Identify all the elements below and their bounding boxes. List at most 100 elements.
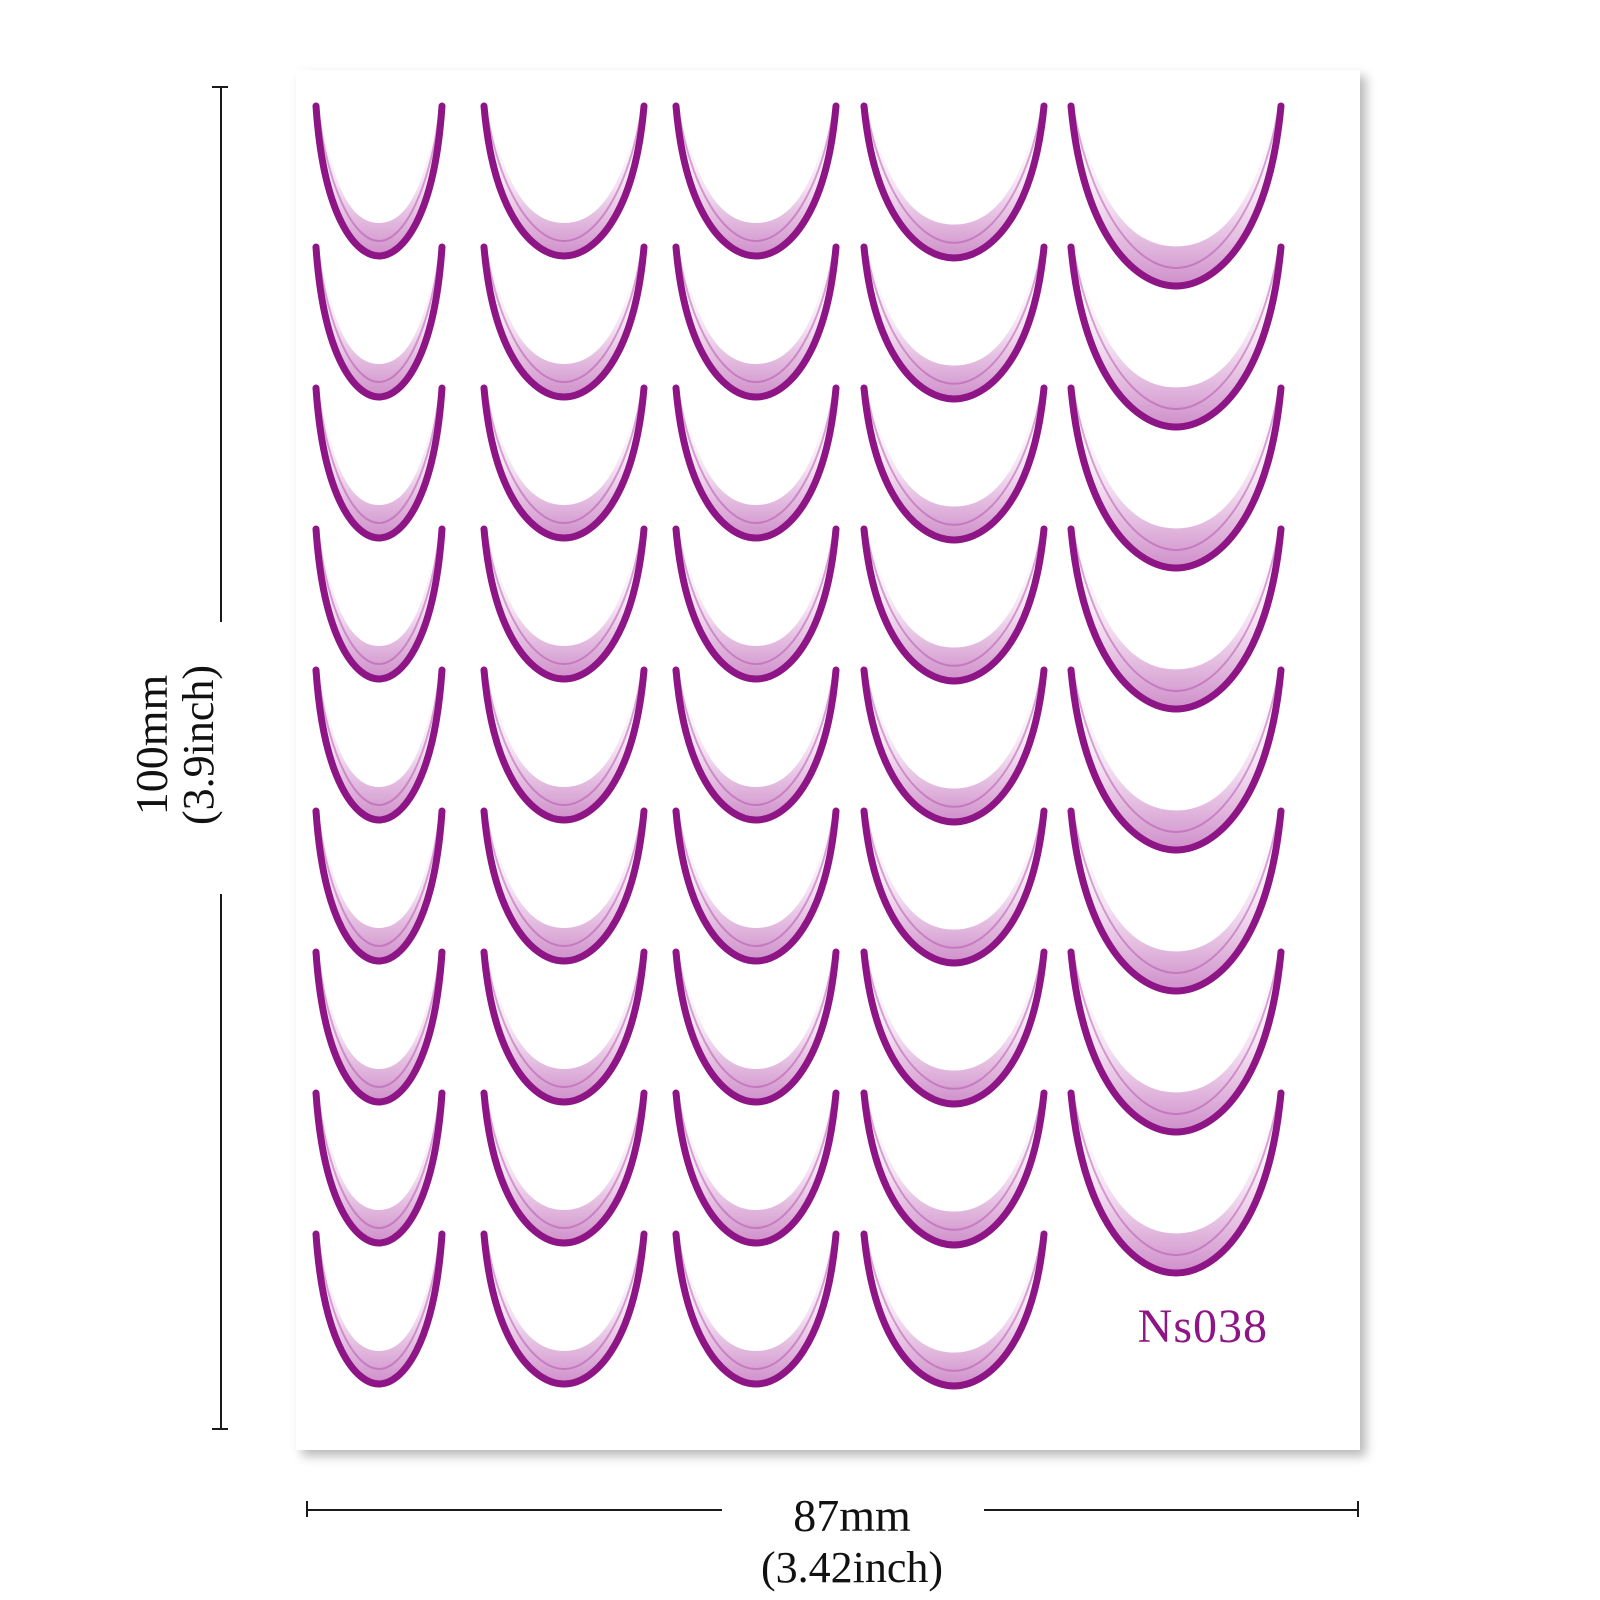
width-mm: 87mm [793, 1490, 911, 1541]
decal-fill [676, 1234, 836, 1384]
decal-outline [672, 1230, 840, 1388]
decal-inner-line [865, 1233, 1043, 1372]
decal-outline [312, 666, 446, 824]
decal-outline [312, 384, 446, 542]
decal-outline [480, 1089, 648, 1247]
nail-tip-decal [672, 666, 840, 824]
nail-tip-decal [860, 102, 1048, 262]
nail-tip-decal [312, 384, 446, 542]
nail-tip-decal [1067, 525, 1285, 713]
decal-inner-line [677, 810, 835, 948]
decal-inner-line [1072, 810, 1280, 975]
nail-tip-decal [860, 243, 1048, 403]
decal-fill [864, 106, 1044, 258]
decal-fill [1071, 670, 1281, 850]
sticker-sheet: Ns038 [296, 70, 1360, 1450]
nail-tip-decal [480, 1089, 648, 1247]
decal-fill [676, 388, 836, 538]
nail-tip-decal [1067, 102, 1285, 290]
decal-inner-line [865, 951, 1043, 1090]
decal-fill [864, 529, 1044, 681]
decal-inner-line [677, 528, 835, 666]
decal-inner-line [317, 105, 441, 243]
decal-fill [484, 106, 644, 256]
decal-fill [1071, 952, 1281, 1132]
nail-tip-decal [860, 525, 1048, 685]
decal-inner-line [317, 669, 441, 807]
decal-outline [672, 666, 840, 824]
decal-outline [860, 807, 1048, 967]
nail-tip-decal [1067, 807, 1285, 995]
decal-outline [860, 243, 1048, 403]
decal-inner-line [865, 1092, 1043, 1231]
decal-outline [672, 243, 840, 401]
nail-tip-decal [860, 1089, 1048, 1249]
decal-fill [676, 1093, 836, 1243]
decal-inner-line [677, 246, 835, 384]
decal-fill [316, 388, 442, 538]
decal-inner-line [1072, 951, 1280, 1116]
decal-inner-line [1072, 528, 1280, 693]
decal-fill [676, 247, 836, 397]
decal-fill [1071, 388, 1281, 568]
decal-outline [1067, 666, 1285, 854]
decal-inner-line [485, 810, 643, 948]
decal-fill [484, 952, 644, 1102]
width-inch: (3.42inch) [760, 1542, 944, 1592]
decal-inner-line [677, 105, 835, 243]
decal-inner-line [1072, 387, 1280, 552]
decal-fill [316, 529, 442, 679]
decal-outline [1067, 243, 1285, 431]
decal-inner-line [865, 528, 1043, 667]
nail-tip-decal [672, 102, 840, 260]
decal-outline [480, 243, 648, 401]
decal-inner-line [317, 810, 441, 948]
nail-tip-decal [1067, 948, 1285, 1136]
decal-outline [480, 1230, 648, 1388]
decal-outline [1067, 1089, 1285, 1277]
decal-fill [676, 952, 836, 1102]
nail-tip-decal [480, 243, 648, 401]
nail-tip-decal [480, 525, 648, 683]
decal-fill [864, 1093, 1044, 1245]
nail-tip-decal [672, 525, 840, 683]
decal-fill [484, 1093, 644, 1243]
decal-outline [860, 666, 1048, 826]
nail-tip-decal [480, 948, 648, 1106]
decal-fill [1071, 247, 1281, 427]
decal-fill [484, 529, 644, 679]
decal-outline [1067, 102, 1285, 290]
nail-tip-decal [860, 807, 1048, 967]
decal-inner-line [485, 528, 643, 666]
decal-outline [312, 525, 446, 683]
nail-tip-decal [312, 243, 446, 401]
nail-tip-decal [860, 948, 1048, 1108]
decal-outline [312, 102, 446, 260]
decal-fill [316, 811, 442, 961]
decal-inner-line [317, 1233, 441, 1371]
nail-tip-decal [1067, 1089, 1285, 1277]
decal-inner-line [865, 669, 1043, 808]
nail-tip-decal [312, 948, 446, 1106]
decal-fill [316, 106, 442, 256]
decal-fill [676, 529, 836, 679]
nail-tip-decal [312, 1089, 446, 1247]
decal-fill [1071, 811, 1281, 991]
decal-inner-line [865, 105, 1043, 244]
decal-fill [1071, 106, 1281, 286]
decal-outline [672, 807, 840, 965]
decal-fill [484, 247, 644, 397]
decal-grid [312, 102, 1285, 1390]
decal-outline [1067, 525, 1285, 713]
decal-inner-line [317, 528, 441, 666]
decal-inner-line [677, 1233, 835, 1371]
decal-inner-line [677, 387, 835, 525]
decal-outline [860, 948, 1048, 1108]
decal-outline [480, 525, 648, 683]
nail-tip-decal [1067, 384, 1285, 572]
nail-tip-decal [312, 525, 446, 683]
decal-inner-line [1072, 669, 1280, 834]
decal-fill [484, 388, 644, 538]
decal-outline [672, 102, 840, 260]
decal-inner-line [485, 105, 643, 243]
